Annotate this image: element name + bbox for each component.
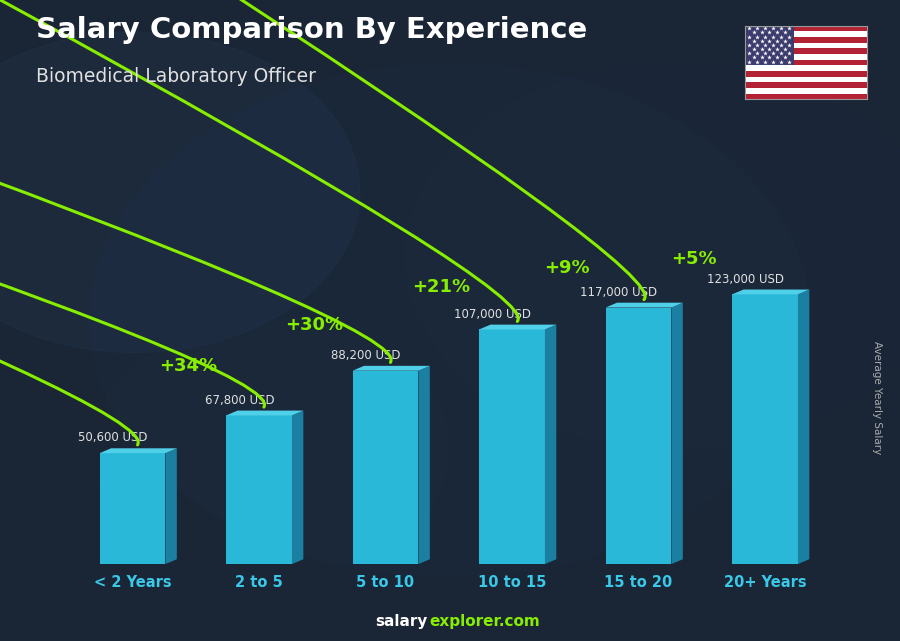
Polygon shape — [798, 290, 809, 564]
Text: +9%: +9% — [544, 260, 590, 278]
Text: +34%: +34% — [159, 358, 217, 376]
Bar — [745, 71, 867, 77]
Text: explorer.com: explorer.com — [429, 615, 540, 629]
Polygon shape — [733, 290, 809, 294]
Text: Average Yearly Salary: Average Yearly Salary — [872, 341, 883, 454]
Polygon shape — [544, 324, 556, 564]
Bar — [745, 88, 867, 94]
Bar — [745, 77, 867, 82]
Text: 50,600 USD: 50,600 USD — [78, 431, 148, 444]
Polygon shape — [479, 324, 556, 329]
Text: 117,000 USD: 117,000 USD — [580, 286, 657, 299]
Polygon shape — [606, 308, 671, 564]
Text: +30%: +30% — [285, 316, 344, 334]
Polygon shape — [166, 448, 176, 564]
Bar — [745, 37, 867, 43]
Circle shape — [0, 32, 360, 353]
Bar — [745, 26, 867, 31]
Polygon shape — [671, 303, 683, 564]
Bar — [745, 43, 867, 48]
Text: +21%: +21% — [412, 278, 470, 296]
Bar — [745, 48, 867, 54]
Bar — [745, 82, 867, 88]
Polygon shape — [733, 294, 798, 564]
Bar — [745, 26, 794, 65]
Polygon shape — [100, 448, 176, 453]
Polygon shape — [418, 366, 430, 564]
Circle shape — [405, 64, 900, 449]
Polygon shape — [100, 453, 166, 564]
Circle shape — [630, 32, 900, 224]
Text: Biomedical Laboratory Officer: Biomedical Laboratory Officer — [36, 67, 316, 87]
Polygon shape — [226, 411, 303, 415]
Polygon shape — [292, 411, 303, 564]
Polygon shape — [226, 415, 292, 564]
Text: +5%: +5% — [671, 249, 716, 267]
Polygon shape — [353, 366, 430, 370]
Polygon shape — [479, 329, 544, 564]
Bar — [745, 65, 867, 71]
Bar — [745, 54, 867, 60]
Text: 67,800 USD: 67,800 USD — [204, 394, 274, 406]
Bar — [745, 31, 867, 37]
Text: salary: salary — [375, 615, 428, 629]
Text: Salary Comparison By Experience: Salary Comparison By Experience — [36, 16, 587, 44]
Bar — [745, 94, 867, 99]
Text: 88,200 USD: 88,200 USD — [331, 349, 400, 362]
Polygon shape — [606, 303, 683, 308]
Bar — [745, 60, 867, 65]
Circle shape — [90, 320, 450, 577]
Text: 123,000 USD: 123,000 USD — [706, 272, 784, 286]
Text: 107,000 USD: 107,000 USD — [454, 308, 531, 320]
Circle shape — [90, 64, 810, 577]
Polygon shape — [353, 370, 418, 564]
